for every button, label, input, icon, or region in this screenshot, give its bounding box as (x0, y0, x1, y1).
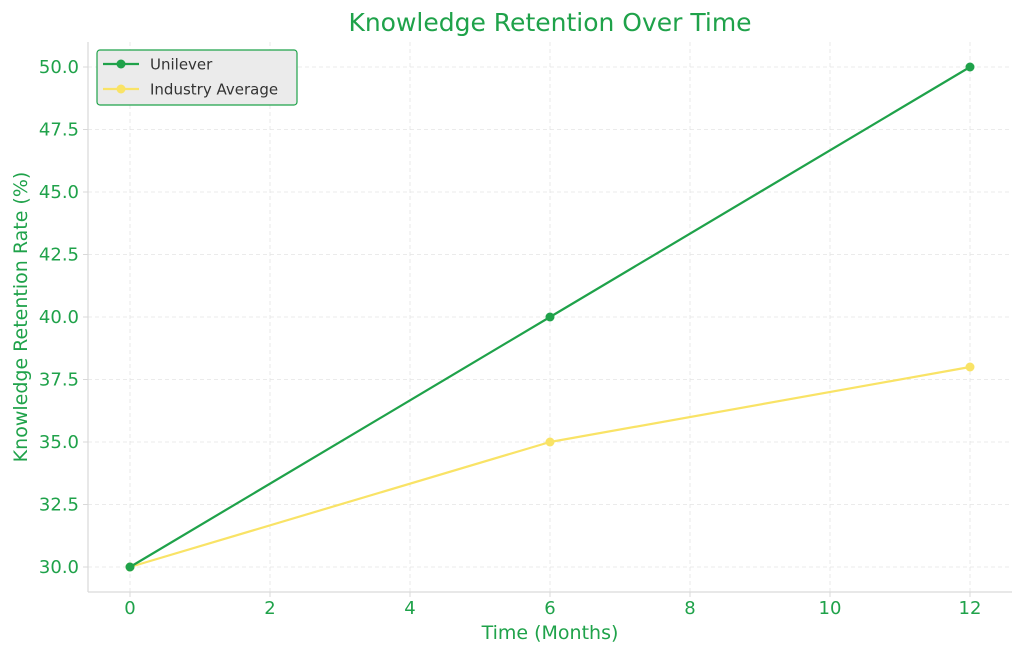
data-point-industry-average-1 (545, 437, 555, 447)
legend-label-unilever: Unilever (150, 56, 213, 74)
y-axis-ticks: 30.0 32.5 35.0 37.5 40.0 42.5 45.0 47.5 50.0 (39, 57, 88, 578)
legend-marker-unilever (116, 59, 126, 69)
data-point-unilever-2 (965, 62, 975, 72)
data-point-unilever-0 (125, 562, 135, 572)
x-tick-label-1: 2 (264, 598, 275, 619)
data-point-unilever-1 (545, 312, 555, 322)
x-tick-label-5: 10 (819, 598, 842, 619)
y-tick-label-4: 40.0 (39, 307, 79, 328)
y-tick-label-7: 47.5 (39, 120, 79, 141)
series-layer (125, 62, 975, 572)
series-unilever (125, 62, 975, 572)
x-tick-label-4: 8 (684, 598, 695, 619)
y-axis-label: Knowledge Retention Rate (%) (10, 172, 32, 463)
legend-item-industry-average: Industry Average (103, 81, 278, 99)
y-tick-label-2: 35.0 (39, 432, 79, 453)
x-axis-label: Time (Months) (481, 622, 619, 644)
legend: Unilever Industry Average (96, 49, 298, 106)
x-axis-ticks: 0 2 4 6 8 10 12 (124, 592, 981, 619)
y-tick-label-5: 42.5 (39, 245, 79, 266)
y-tick-label-6: 45.0 (39, 182, 79, 203)
y-tick-label-3: 37.5 (39, 370, 79, 391)
x-tick-label-6: 12 (959, 598, 982, 619)
y-tick-label-0: 30.0 (39, 557, 79, 578)
x-tick-label-2: 4 (404, 598, 415, 619)
y-tick-label-8: 50.0 (39, 57, 79, 78)
legend-marker-industry-average (116, 84, 126, 94)
chart-title: Knowledge Retention Over Time (348, 8, 751, 37)
legend-box (96, 49, 298, 106)
y-tick-label-1: 32.5 (39, 495, 79, 516)
data-point-industry-average-2 (965, 362, 975, 372)
legend-item-unilever: Unilever (103, 56, 213, 74)
x-tick-label-0: 0 (124, 598, 135, 619)
x-tick-label-3: 6 (544, 598, 555, 619)
legend-label-industry-average: Industry Average (150, 81, 278, 99)
